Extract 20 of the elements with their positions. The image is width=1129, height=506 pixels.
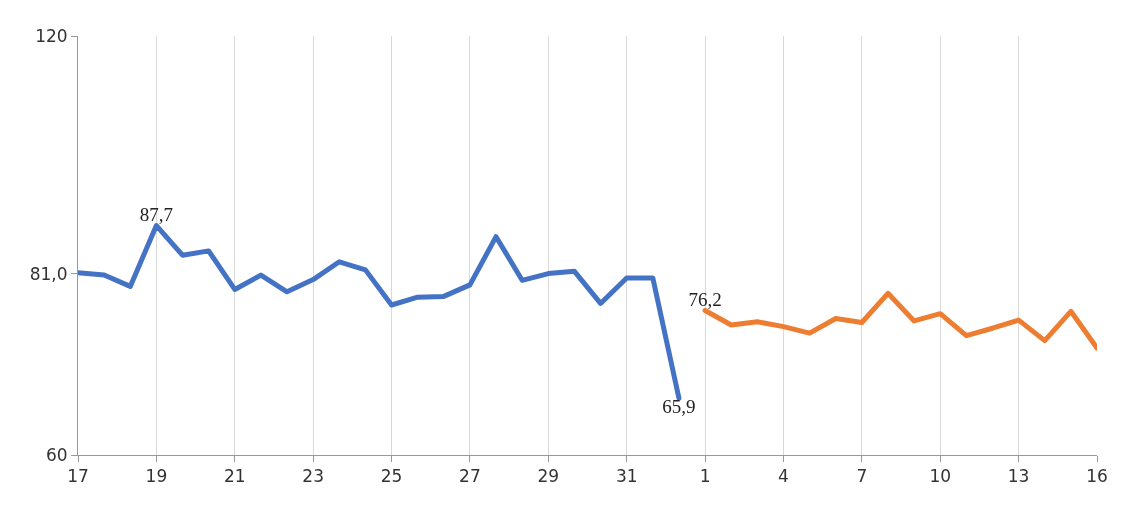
y-tick-label: 81,0 [29, 263, 68, 284]
y-tick-label: 60 [45, 444, 68, 465]
data-label: 65,9 [662, 395, 696, 417]
x-tick-label: 31 [615, 466, 638, 487]
x-tick-label: 4 [778, 466, 789, 487]
x-tick-label: 1 [699, 466, 711, 487]
x-tick-label: 13 [1007, 466, 1030, 487]
x-tick-label: 17 [67, 466, 89, 487]
data-label: 76,2 [688, 288, 722, 310]
x-tick-label: 21 [223, 466, 246, 487]
x-tick-label: 10 [929, 466, 952, 487]
x-tick-label: 25 [380, 466, 403, 487]
y-tick-label: 120 [35, 25, 68, 46]
x-tick-label: 27 [459, 466, 481, 487]
data-label: 87,7 [139, 203, 174, 225]
x-tick-label: 29 [537, 466, 560, 487]
x-tick-label: 23 [302, 466, 324, 487]
x-tick-label: 7 [856, 466, 868, 487]
x-tick-label: 19 [145, 466, 168, 487]
x-tick-label: 16 [1086, 466, 1108, 487]
